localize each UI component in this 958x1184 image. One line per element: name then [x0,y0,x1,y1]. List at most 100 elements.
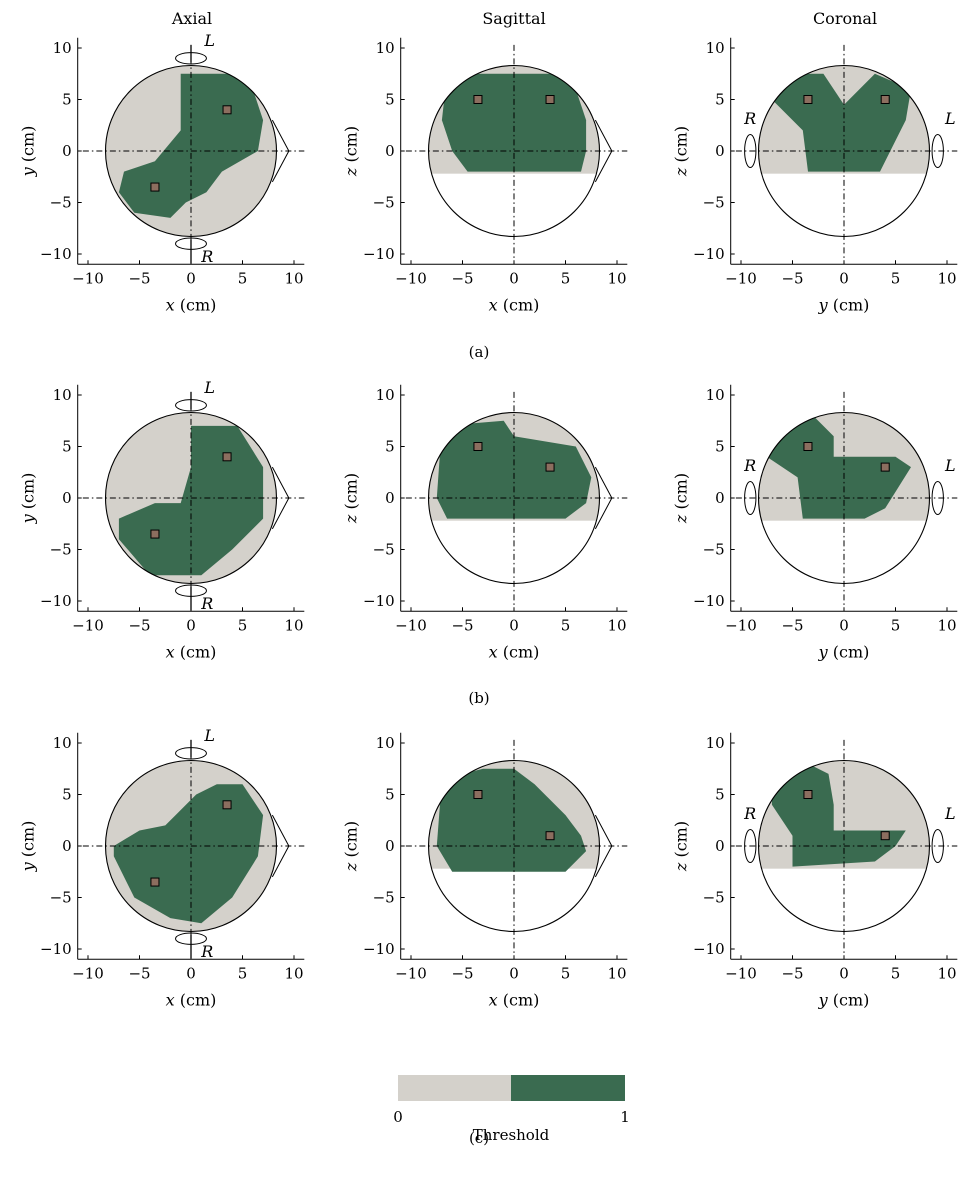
colorbar-low-segment [398,1075,511,1101]
y-tick-label: 5 [715,91,725,109]
x-tick-label: 5 [891,616,901,634]
y-tick-label: −10 [363,245,395,263]
x-axis-label: x (cm) [489,295,540,314]
y-tick-label: −10 [363,592,395,610]
x-tick-label: 10 [607,616,626,634]
source-marker [880,831,890,841]
x-tick-label: 0 [186,616,196,634]
x-tick-label: −5 [781,269,803,287]
y-tick-label: −5 [50,889,72,907]
y-tick-label: 0 [715,837,725,855]
x-tick-label: −10 [395,269,427,287]
y-tick-label: −10 [40,245,72,263]
source-marker [473,95,483,104]
side-label-bottom: R [200,594,213,613]
y-tick-label: 10 [376,386,395,404]
x-tick-label: 5 [238,964,248,982]
colorbar-max-label: 1 [620,1108,630,1126]
y-tick-label: −10 [693,940,725,958]
y-tick-label: −10 [693,592,725,610]
y-axis-label: z (cm) [342,821,361,872]
column-title-coronal: Coronal [813,9,877,28]
x-tick-label: 5 [561,269,571,287]
panel-label-a: (a) [469,343,490,361]
y-tick-label: −5 [373,541,395,559]
side-label-left: R [743,109,756,128]
x-tick-label: −5 [128,964,150,982]
x-axis-label: x (cm) [166,642,217,661]
source-marker [473,790,483,799]
colorbar-min-label: 0 [393,1108,403,1126]
y-tick-label: −10 [693,245,725,263]
plot-coronal-b: R L −10 −5 0 5 10 −10 −5 0 5 10 y (cm) z (cm) [672,384,958,661]
x-tick-label: 0 [186,269,196,287]
above-threshold-region [771,763,906,867]
y-tick-label: 10 [706,386,725,404]
x-tick-label: 0 [839,616,849,634]
panel-label-b: (b) [468,689,489,707]
source-marker [803,95,813,104]
y-tick-label: −5 [373,194,395,212]
x-tick-label: 10 [284,616,303,634]
y-tick-label: 0 [715,142,725,160]
y-tick-label: 0 [62,142,72,160]
x-tick-label: 0 [509,964,519,982]
y-tick-label: 0 [62,489,72,507]
y-tick-label: 0 [385,489,395,507]
side-label-left: R [743,804,756,823]
source-marker [473,442,483,451]
side-label-bottom: R [200,942,213,961]
x-axis-label: x (cm) [489,642,540,661]
source-marker [545,831,555,841]
source-marker [150,529,160,539]
y-tick-label: −5 [703,541,725,559]
side-label-top: L [203,378,215,397]
source-marker [803,442,813,451]
y-tick-label: −5 [373,889,395,907]
x-tick-label: 10 [937,964,956,982]
side-label-top: L [203,726,215,745]
plot-axial-c: L R −10 −5 0 5 10 −10 −5 0 5 10 x (cm) y (cm) [19,726,305,1009]
x-tick-label: −10 [395,616,427,634]
x-tick-label: 5 [561,964,571,982]
x-axis-label: x (cm) [166,990,217,1009]
y-axis-label: y (cm) [19,473,38,525]
x-tick-label: 0 [839,964,849,982]
y-tick-label: 5 [385,786,395,804]
y-tick-label: 10 [53,39,72,57]
x-axis-label: y (cm) [818,990,870,1009]
y-tick-label: 5 [385,91,395,109]
x-axis-label: x (cm) [489,990,540,1009]
above-threshold-region [113,784,264,924]
x-tick-label: −5 [128,269,150,287]
y-tick-label: 5 [715,786,725,804]
y-tick-label: −5 [50,541,72,559]
y-tick-label: 10 [53,734,72,752]
y-tick-label: 0 [385,142,395,160]
source-marker [880,462,890,472]
side-label-right: L [944,109,956,128]
x-tick-label: −10 [725,964,757,982]
panel-label-c: (c) [469,1129,489,1147]
plot-coronal-a: R L −10 −5 0 5 10 −10 −5 0 5 10 y (cm) z (cm) [672,37,958,314]
y-axis-label: z (cm) [672,473,691,524]
x-tick-label: −10 [72,616,104,634]
source-marker [222,800,232,810]
x-tick-label: 10 [937,616,956,634]
side-label-top: L [203,31,215,50]
x-tick-label: −5 [451,964,473,982]
y-tick-label: 0 [62,837,72,855]
x-tick-label: −5 [451,269,473,287]
x-tick-label: 0 [839,269,849,287]
y-tick-label: 10 [376,39,395,57]
y-tick-label: 10 [706,734,725,752]
y-tick-label: 5 [385,438,395,456]
y-axis-label: z (cm) [342,126,361,177]
x-tick-label: −10 [725,616,757,634]
above-threshold-region [766,415,911,519]
x-tick-label: −5 [128,616,150,634]
y-tick-label: −5 [50,194,72,212]
y-tick-label: 10 [706,39,725,57]
y-tick-label: 10 [53,386,72,404]
